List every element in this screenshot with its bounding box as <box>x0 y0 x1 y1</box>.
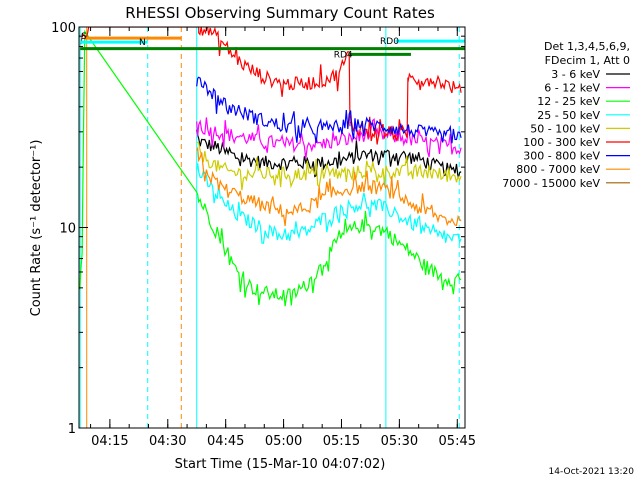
chart-title: RHESSI Observing Summary Count Rates <box>125 4 435 22</box>
legend-label: 25 - 50 keV <box>537 109 600 122</box>
series-line-50-100-kev <box>196 141 462 191</box>
x-tick-label: 05:30 <box>381 434 418 449</box>
series-line-300-800-kev <box>196 76 462 144</box>
legend-label: 7000 - 15000 keV <box>502 177 600 190</box>
legend-header-line-1: Det 1,3,4,5,6,9, <box>544 40 630 53</box>
footer-timestamp: 14-Oct-2021 13:20 <box>549 467 635 477</box>
status-flag-label-n: N <box>139 38 146 48</box>
y-tick-label: 100 <box>51 21 76 36</box>
legend-label: 6 - 12 keV <box>544 82 600 95</box>
y-tick-label: 10 <box>59 222 76 237</box>
x-tick-label: 05:45 <box>439 434 476 449</box>
x-tick-label: 05:15 <box>323 434 360 449</box>
x-tick-label: 05:00 <box>265 434 302 449</box>
series-line-3-6-kev <box>196 129 462 179</box>
series-line-25-50-kev <box>196 163 462 245</box>
legend-label: 800 - 7000 keV <box>516 163 600 176</box>
status-flag-label-s: S <box>81 32 87 42</box>
legend-label: 50 - 100 keV <box>530 122 600 135</box>
y-tick-label: 1 <box>68 422 76 437</box>
legend-label: 300 - 800 keV <box>523 150 600 163</box>
x-axis-label: Start Time (15-Mar-10 04:07:02) <box>175 457 386 472</box>
series-line-12-25-kev <box>79 29 462 307</box>
series-line-6-12-kev <box>196 117 462 159</box>
series-line-800-7000-kev <box>196 146 462 227</box>
x-tick-label: 04:15 <box>91 434 128 449</box>
status-flag-label-rd0: RD0 <box>380 37 399 47</box>
y-axis-label: Count Rate (s⁻¹ detector⁻¹) <box>29 140 44 317</box>
plot-data-clip-group <box>79 27 465 428</box>
legend-label: 12 - 25 keV <box>537 95 600 108</box>
x-tick-label: 04:45 <box>207 434 244 449</box>
status-flag-label-rd4: RD4 <box>334 50 353 60</box>
series-line-100-300-kev <box>80 27 462 145</box>
plot-area: S N RD4 RD0 1 10 100 04:15 04:30 04:45 05:00 05:15 0… <box>51 21 630 449</box>
x-tick-label: 04:30 <box>149 434 186 449</box>
legend-header-line-2: FDecim 1, Att 0 <box>545 54 630 67</box>
legend-label: 100 - 300 keV <box>523 136 600 149</box>
legend-label: 3 - 6 keV <box>551 68 600 81</box>
